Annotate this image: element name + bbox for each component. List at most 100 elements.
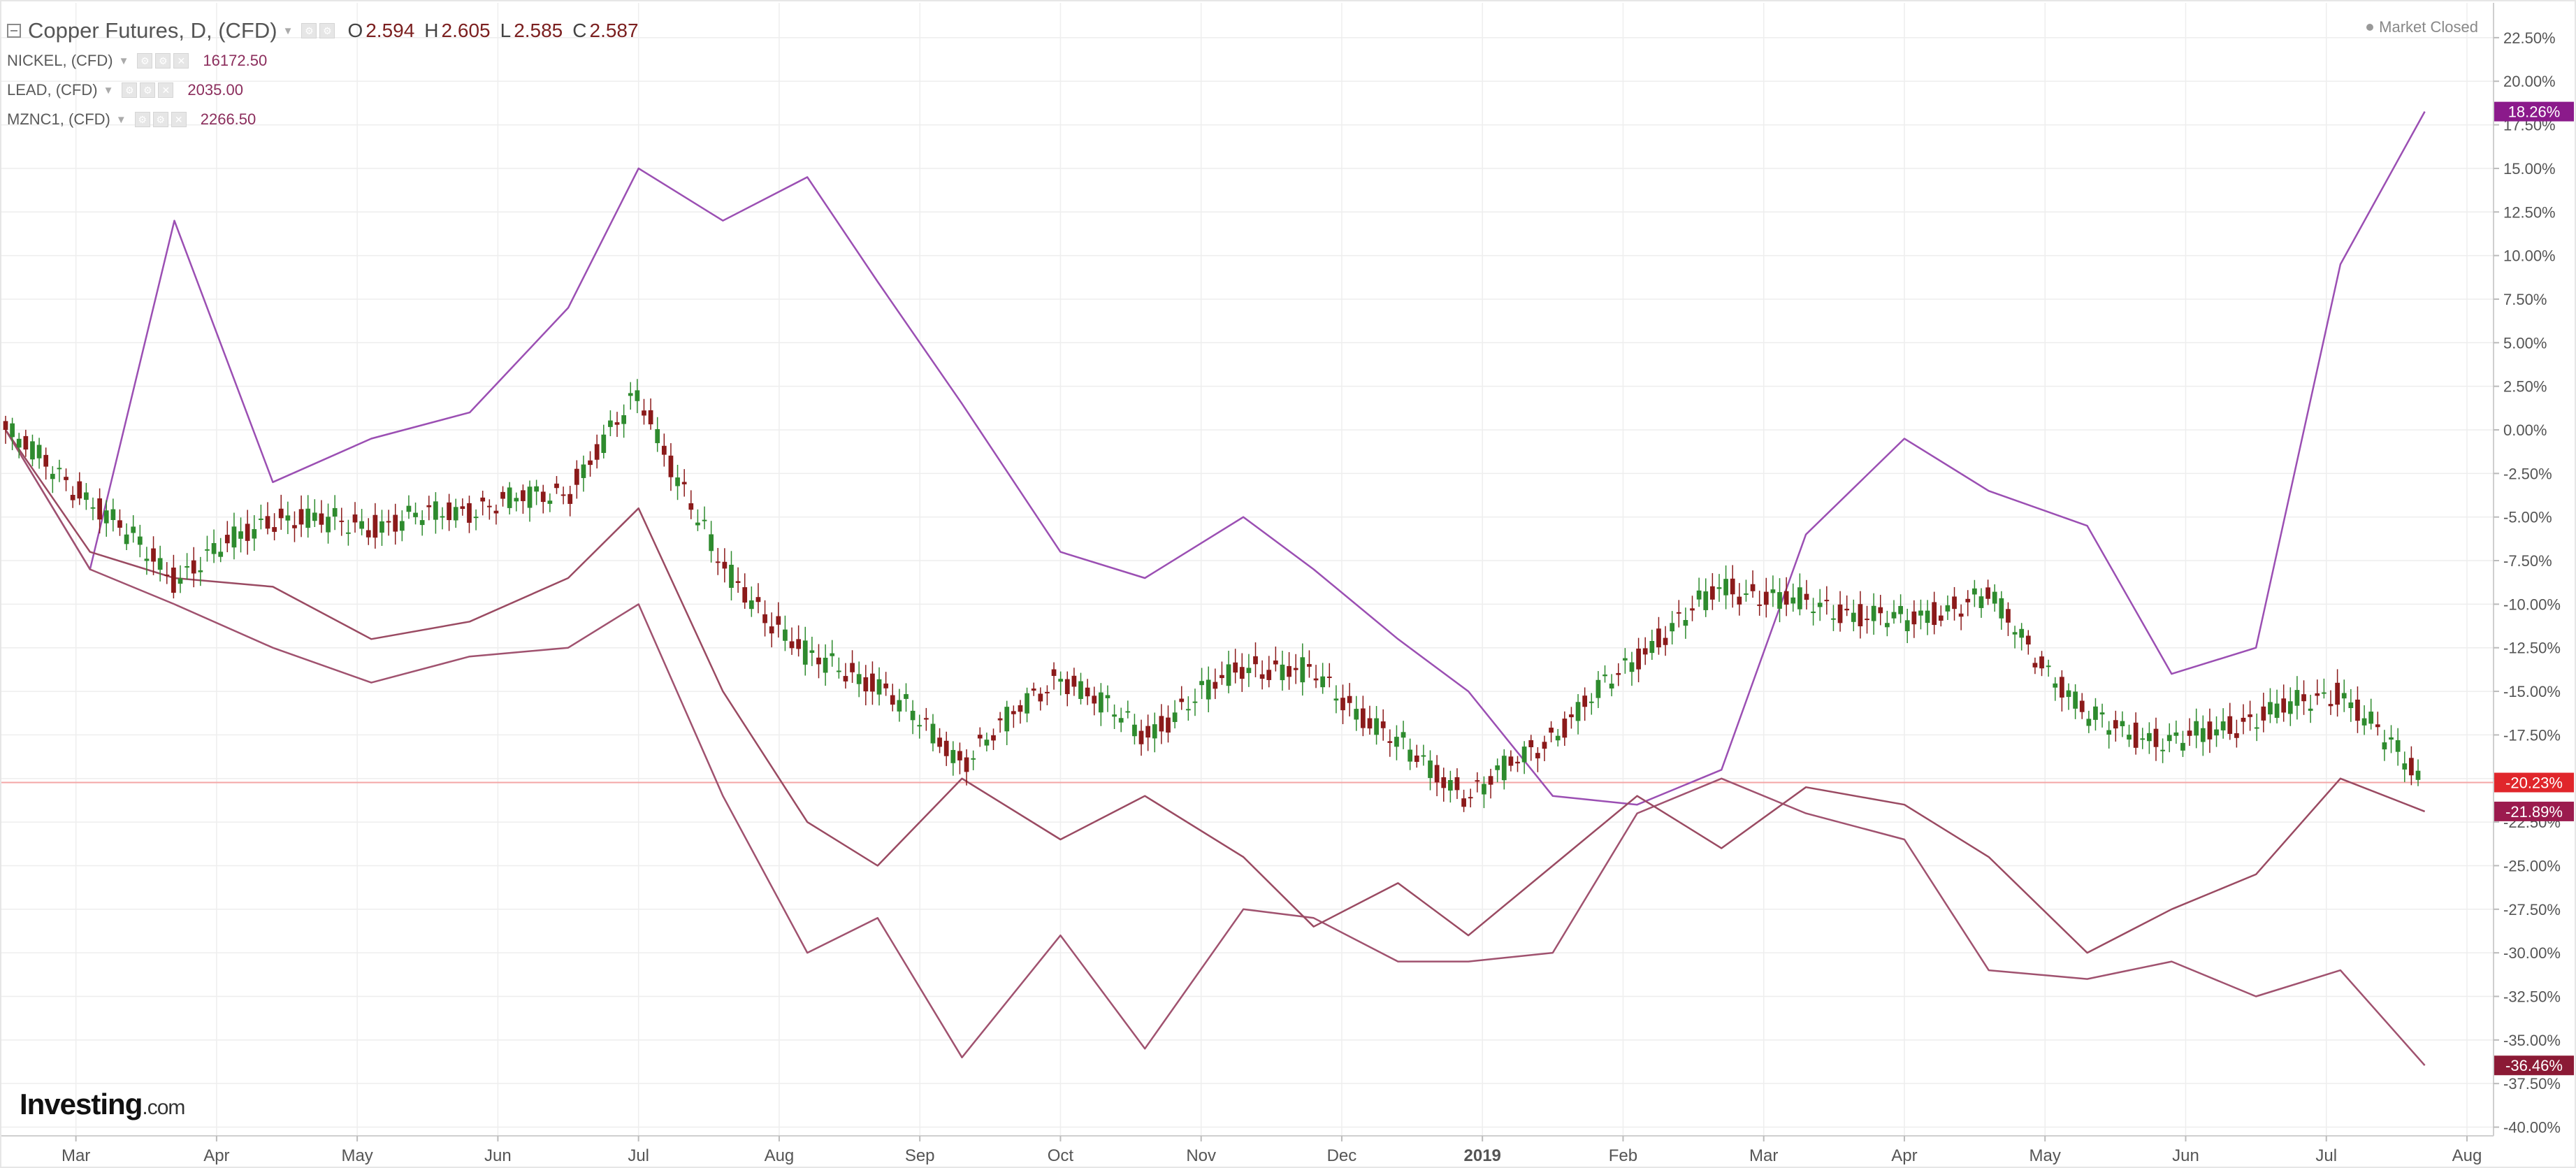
candlestick <box>863 665 869 706</box>
settings-icon[interactable]: ⚙ <box>137 53 153 69</box>
candle-body <box>2207 721 2213 740</box>
chevron-down-icon[interactable]: ▼ <box>282 24 294 37</box>
candlestick <box>890 684 895 712</box>
candle-body <box>1837 604 1843 623</box>
candlestick <box>910 700 916 735</box>
candle-body <box>1354 709 1359 720</box>
candlestick <box>843 663 848 689</box>
x-tick-label: Sep <box>905 1146 935 1165</box>
candle-body <box>1468 797 1473 799</box>
candle-body <box>588 460 593 466</box>
compare-series-legend-nickel[interactable]: NICKEL, (CFD) ▼ ⚙ ⚙ ✕ 16172.50 <box>7 46 639 75</box>
candle-body <box>2187 730 2192 736</box>
close-icon[interactable]: ✕ <box>158 82 174 98</box>
settings-icon[interactable]: ⚙ <box>301 23 317 38</box>
candle-body <box>265 516 270 529</box>
candlestick <box>2294 676 2300 720</box>
nickel-line <box>4 110 2426 806</box>
chevron-down-icon[interactable]: ▼ <box>115 113 126 126</box>
candle-body <box>2227 716 2233 734</box>
candle-body <box>1259 674 1265 679</box>
y-tick-label: 20.00% <box>2503 73 2556 90</box>
candlestick <box>1972 579 1977 607</box>
candlestick <box>272 513 277 541</box>
compare-series-legend-zinc[interactable]: MZNC1, (CFD) ▼ ⚙ ⚙ ✕ 2266.50 <box>7 105 639 134</box>
candle-body <box>1770 589 1776 593</box>
candle-body <box>124 534 129 545</box>
candlestick <box>876 667 882 706</box>
candlestick <box>769 612 774 648</box>
candle-body <box>2039 656 2044 669</box>
candle-body <box>789 641 795 649</box>
candlestick <box>2389 725 2394 754</box>
candlestick <box>1172 700 1178 729</box>
candle-body <box>937 737 942 747</box>
ohlc-open-label: O <box>347 20 363 41</box>
candle-body <box>1777 592 1782 609</box>
candle-body <box>876 679 882 695</box>
candle-body <box>359 521 364 529</box>
candle-body <box>1475 780 1480 782</box>
compare-series-legend-lead[interactable]: LEAD, (CFD) ▼ ⚙ ⚙ ✕ 2035.00 <box>7 75 639 105</box>
candlestick <box>1387 729 1393 757</box>
candle-body <box>856 674 862 684</box>
chevron-down-icon[interactable]: ▼ <box>103 84 114 96</box>
candlestick <box>298 495 304 538</box>
candle-body <box>205 549 210 551</box>
candle-body <box>729 564 734 588</box>
candlestick <box>64 468 68 491</box>
candlestick <box>2335 669 2340 717</box>
candlestick <box>635 379 640 414</box>
candlestick <box>285 501 291 535</box>
candlestick <box>1817 589 1823 621</box>
chevron-down-icon[interactable]: ▼ <box>118 55 129 67</box>
candlestick <box>2019 623 2025 651</box>
candle-body <box>971 758 976 760</box>
close-icon[interactable]: ✕ <box>171 112 187 127</box>
candle-body <box>30 441 35 460</box>
candlestick <box>103 500 109 537</box>
candle-body <box>1528 740 1534 748</box>
candlestick <box>2099 703 2105 728</box>
candle-body <box>964 757 969 772</box>
candle-body <box>1744 593 1749 596</box>
candlestick <box>755 583 761 614</box>
candle-body <box>493 510 499 514</box>
format-icon[interactable]: ⚙ <box>319 23 335 38</box>
compare-series-value: 16172.50 <box>203 52 268 69</box>
candle-body <box>783 629 788 641</box>
format-icon[interactable]: ⚙ <box>140 82 156 98</box>
candle-body <box>90 507 96 509</box>
candle-body <box>332 507 338 517</box>
collapse-icon[interactable] <box>7 24 21 38</box>
series-lines <box>4 110 2426 1067</box>
candle-body <box>1978 596 1984 608</box>
candlestick <box>339 507 345 536</box>
settings-icon[interactable]: ⚙ <box>134 112 150 127</box>
candle-body <box>910 710 916 721</box>
candlestick <box>1945 595 1951 620</box>
candle-body <box>904 694 909 699</box>
format-icon[interactable]: ⚙ <box>155 53 171 69</box>
candle-body <box>668 455 674 477</box>
y-tick-label: 0.00% <box>2503 421 2547 439</box>
candlestick <box>534 480 539 505</box>
candle-body <box>521 490 526 501</box>
settings-icon[interactable]: ⚙ <box>122 82 138 98</box>
lead-line <box>4 429 2426 1067</box>
close-icon[interactable]: ✕ <box>173 53 189 69</box>
candlestick <box>1011 705 1016 728</box>
candlestick <box>1454 768 1460 800</box>
x-tick-label: May <box>341 1146 372 1165</box>
candle-body <box>1138 730 1144 744</box>
candle-body <box>2328 704 2333 707</box>
format-icon[interactable]: ⚙ <box>152 112 168 127</box>
candlestick <box>729 551 734 600</box>
candlestick <box>1549 721 1554 742</box>
candle-body <box>883 683 889 688</box>
candle-body <box>131 526 136 533</box>
candlestick <box>2268 688 2273 723</box>
candle-body <box>1904 620 1910 631</box>
